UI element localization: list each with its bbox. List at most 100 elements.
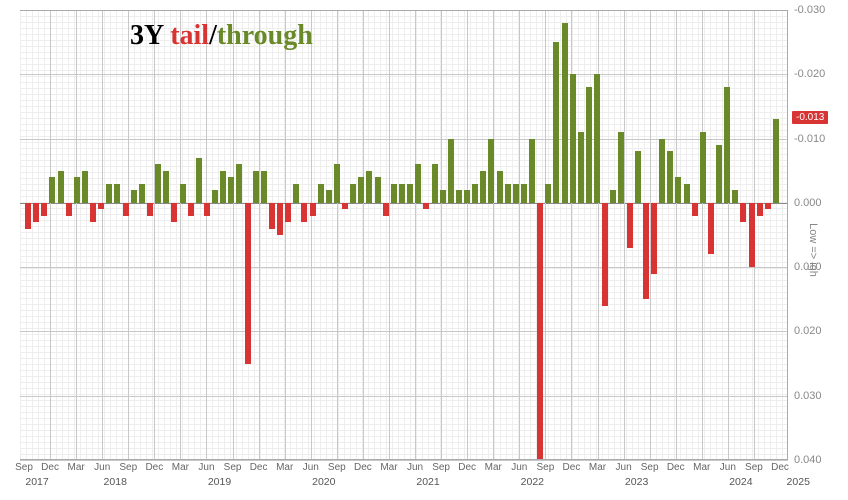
chart-container bbox=[20, 10, 788, 460]
bar bbox=[155, 164, 161, 203]
grid-line-v bbox=[206, 10, 207, 460]
x-tick-label: Mar bbox=[485, 462, 502, 473]
x-tick-label: Mar bbox=[693, 462, 710, 473]
bar bbox=[602, 203, 608, 306]
y-axis-title: Low => igh bbox=[807, 223, 819, 277]
last-value-badge: -0.013 bbox=[792, 111, 828, 124]
bar bbox=[82, 171, 88, 203]
bar bbox=[448, 139, 454, 203]
bar bbox=[407, 184, 413, 203]
x-tick-label: Jun bbox=[407, 462, 423, 473]
bar bbox=[651, 203, 657, 274]
x-tick-label: Dec bbox=[667, 462, 685, 473]
bar bbox=[708, 203, 714, 254]
x-tick-label: Sep bbox=[745, 462, 763, 473]
bar bbox=[204, 203, 210, 216]
bar bbox=[440, 190, 446, 203]
bar bbox=[220, 171, 226, 203]
x-tick-label: Mar bbox=[172, 462, 189, 473]
axis-right-border bbox=[787, 10, 788, 460]
y-tick-label: -0.020 bbox=[794, 68, 825, 80]
bar bbox=[358, 177, 364, 203]
bar bbox=[456, 190, 462, 203]
bar bbox=[505, 184, 511, 203]
x-tick-label: Sep bbox=[641, 462, 659, 473]
bar bbox=[90, 203, 96, 222]
bar bbox=[123, 203, 129, 216]
x-tick-label: Sep bbox=[119, 462, 137, 473]
bar bbox=[399, 184, 405, 203]
grid-line-v bbox=[493, 10, 494, 460]
grid-line-v bbox=[363, 10, 364, 460]
x-tick-label: Mar bbox=[68, 462, 85, 473]
bar bbox=[236, 164, 242, 203]
bar bbox=[293, 184, 299, 203]
bar bbox=[773, 119, 779, 203]
grid-line-v bbox=[285, 10, 286, 460]
x-tick-label: Dec bbox=[458, 462, 476, 473]
x-year-label: 2022 bbox=[521, 476, 544, 488]
bar bbox=[488, 139, 494, 203]
y-tick-label: -0.010 bbox=[794, 133, 825, 145]
grid-line-h bbox=[20, 267, 788, 268]
y-tick-label: 0.040 bbox=[794, 454, 822, 466]
grid-line-v bbox=[441, 10, 442, 460]
bar bbox=[58, 171, 64, 203]
bar bbox=[66, 203, 72, 216]
x-year-label: 2023 bbox=[625, 476, 648, 488]
x-tick-label: Dec bbox=[145, 462, 163, 473]
x-tick-label: Mar bbox=[589, 462, 606, 473]
bar bbox=[740, 203, 746, 222]
bar bbox=[700, 132, 706, 203]
grid-line-v bbox=[259, 10, 260, 460]
grid-line-h bbox=[20, 331, 788, 332]
bar bbox=[285, 203, 291, 222]
bar bbox=[212, 190, 218, 203]
bar bbox=[33, 203, 39, 222]
x-tick-label: Mar bbox=[380, 462, 397, 473]
bar bbox=[643, 203, 649, 299]
bar bbox=[464, 190, 470, 203]
bar bbox=[627, 203, 633, 248]
x-tick-label: Dec bbox=[354, 462, 372, 473]
x-tick-label: Jun bbox=[616, 462, 632, 473]
grid-line-v bbox=[415, 10, 416, 460]
grid-line-v bbox=[728, 10, 729, 460]
zero-line bbox=[20, 203, 788, 204]
grid-line-h bbox=[20, 74, 788, 75]
x-tick-label: Dec bbox=[41, 462, 59, 473]
x-tick-label: Sep bbox=[224, 462, 242, 473]
x-tick-label: Mar bbox=[276, 462, 293, 473]
bar bbox=[757, 203, 763, 216]
bar bbox=[301, 203, 307, 222]
bar bbox=[253, 171, 259, 203]
bar bbox=[529, 139, 535, 203]
bar bbox=[618, 132, 624, 203]
y-tick-label: 0.020 bbox=[794, 325, 822, 337]
bar bbox=[553, 42, 559, 203]
grid-line-v bbox=[76, 10, 77, 460]
bar bbox=[318, 184, 324, 203]
grid-line-v bbox=[702, 10, 703, 460]
x-tick-label: Sep bbox=[15, 462, 33, 473]
bar bbox=[261, 171, 267, 203]
grid-line-v bbox=[128, 10, 129, 460]
bar bbox=[131, 190, 137, 203]
grid-line-h bbox=[20, 396, 788, 397]
x-tick-label: Sep bbox=[328, 462, 346, 473]
title-part-2: / bbox=[209, 20, 217, 51]
bar bbox=[49, 177, 55, 203]
bar bbox=[245, 203, 251, 364]
bar bbox=[562, 23, 568, 203]
bar bbox=[675, 177, 681, 203]
axis-top-border bbox=[20, 10, 788, 11]
bar bbox=[570, 74, 576, 203]
y-tick-label: 0.030 bbox=[794, 390, 822, 402]
bar bbox=[334, 164, 340, 203]
bar bbox=[586, 87, 592, 203]
bar bbox=[277, 203, 283, 235]
bar bbox=[139, 184, 145, 203]
x-year-label: 2020 bbox=[312, 476, 335, 488]
bar bbox=[610, 190, 616, 203]
x-tick-label: Jun bbox=[94, 462, 110, 473]
